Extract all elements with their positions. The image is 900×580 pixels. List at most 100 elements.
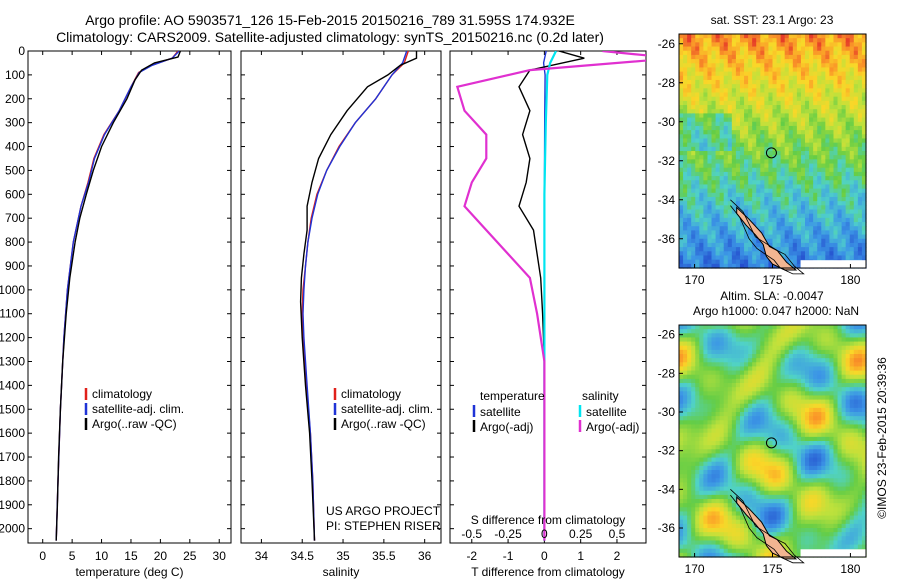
map-cell (723, 155, 729, 160)
map-cell (703, 234, 709, 240)
map-cell (703, 552, 709, 558)
map-cell (845, 67, 851, 73)
map-cell (772, 84, 778, 89)
map-cell (861, 84, 867, 89)
map-cell (796, 457, 802, 463)
map-cell (813, 395, 818, 401)
map-cell (703, 478, 709, 484)
map-cell (739, 134, 745, 140)
map-cell (809, 201, 814, 206)
map-cell (756, 134, 761, 140)
map-cell (760, 54, 765, 60)
map-cell (796, 412, 802, 417)
map-cell (683, 395, 688, 401)
map-cell (796, 362, 802, 368)
map-cell (821, 142, 826, 148)
map-cell (744, 251, 749, 257)
map-cell (768, 325, 774, 330)
map-cell (707, 511, 713, 517)
map-cell (805, 503, 810, 508)
map-cell (699, 176, 704, 181)
map-cell (695, 453, 700, 459)
map-cell (849, 42, 855, 48)
map-cell (805, 213, 810, 219)
map-cell (760, 383, 765, 388)
map-cell (784, 251, 790, 257)
map-cell (809, 84, 814, 89)
map-cell (849, 180, 855, 186)
map-cell (796, 222, 802, 227)
map-cell (715, 163, 721, 169)
map-cell (833, 38, 839, 43)
map-cell (857, 176, 863, 181)
map-cell (739, 333, 745, 339)
map-cell (752, 188, 757, 194)
map-cell (764, 71, 770, 77)
map-cell (703, 428, 709, 434)
map-cell (695, 251, 700, 257)
map-cell (821, 494, 826, 500)
map-cell (744, 88, 749, 94)
map-cell (821, 192, 826, 198)
map-cell (723, 428, 729, 434)
map-cell (723, 374, 729, 380)
series-line-argo-raw-qc- (55, 51, 182, 541)
map-cell (752, 494, 757, 500)
map-cell (739, 416, 745, 421)
map-cell (805, 84, 810, 89)
map-cell (687, 171, 692, 177)
map-cell (764, 391, 770, 397)
map-cell (809, 255, 814, 261)
depth-tick-label: 400 (5, 140, 25, 154)
map-cell (829, 374, 835, 380)
map-cell (792, 196, 798, 202)
map-cell (857, 234, 863, 240)
map-cell (813, 474, 818, 479)
map-cell (809, 59, 814, 64)
map-cell (800, 378, 806, 384)
map-cell (792, 387, 798, 392)
map-cell (715, 176, 721, 181)
map-cell (817, 234, 822, 240)
map-cell (748, 63, 753, 69)
map-cell (735, 117, 741, 123)
map-cell (817, 105, 822, 110)
map-cell (809, 362, 814, 368)
map-cell (825, 544, 831, 550)
map-cell (683, 461, 688, 467)
map-cell (719, 544, 725, 550)
map-cell (792, 383, 798, 388)
map-cell (788, 192, 794, 198)
map-cell (764, 478, 770, 484)
map-cell (837, 180, 843, 186)
map-cell (788, 511, 794, 517)
map-cell (829, 67, 835, 73)
map-cell (776, 329, 782, 334)
map-cell (735, 428, 741, 434)
map-cell (744, 416, 749, 421)
map-cell (784, 540, 790, 546)
map-cell (845, 96, 851, 102)
map-cell (813, 399, 818, 405)
map-cell (780, 507, 786, 513)
map-cell (829, 213, 835, 219)
map-cell (817, 213, 822, 219)
map-cell (813, 341, 818, 347)
map-cell (719, 130, 725, 135)
map-cell (760, 478, 765, 484)
map-cell (809, 532, 814, 537)
map-cell (727, 499, 733, 504)
map-cell (735, 490, 741, 496)
map-cell (813, 125, 818, 131)
map-cell (711, 378, 717, 384)
map-cell (699, 387, 704, 392)
map-cell (784, 378, 790, 384)
map-cell (796, 251, 802, 257)
map-cell (683, 354, 688, 359)
map-cell (744, 548, 749, 554)
map-cell (723, 507, 729, 513)
map-cell (813, 138, 818, 144)
map-cell (679, 341, 684, 347)
map-cell (723, 354, 729, 359)
map-cell (800, 391, 806, 397)
